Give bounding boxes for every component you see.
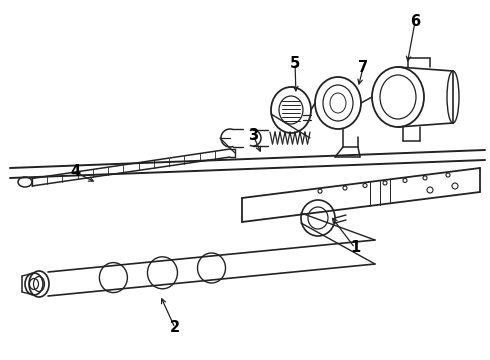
- Text: 2: 2: [170, 320, 180, 336]
- Text: 6: 6: [410, 14, 420, 30]
- Text: 5: 5: [290, 55, 300, 71]
- Text: 4: 4: [70, 165, 80, 180]
- Text: 1: 1: [350, 240, 360, 256]
- Text: 7: 7: [358, 60, 368, 76]
- Text: 3: 3: [248, 127, 258, 143]
